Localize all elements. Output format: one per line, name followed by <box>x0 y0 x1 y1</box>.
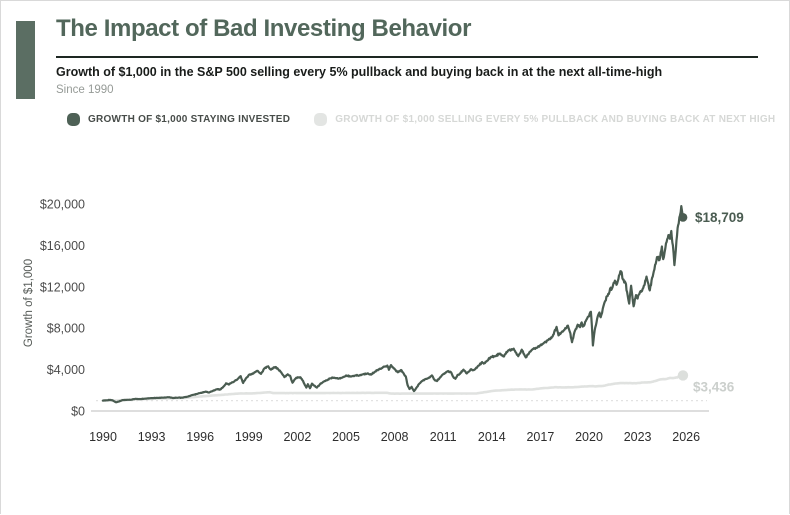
y-tick-label: $8,000 <box>47 322 85 336</box>
end-value-selling-pullback: $3,436 <box>693 379 735 394</box>
x-tick-label: 2005 <box>332 430 360 444</box>
chart-subtitle: Growth of $1,000 in the S&P 500 selling … <box>56 65 663 79</box>
series-line-staying-invested <box>101 205 685 404</box>
legend-label-selling-pullback: GROWTH OF $1,000 SELLING EVERY 5% PULLBA… <box>335 114 776 125</box>
x-tick-label: 2002 <box>283 430 311 444</box>
x-tick-label: 2017 <box>526 430 554 444</box>
y-tick-label: $12,000 <box>40 280 85 294</box>
legend-item-staying-invested: GROWTH OF $1,000 STAYING INVESTED <box>67 113 290 126</box>
legend-label-staying-invested: GROWTH OF $1,000 STAYING INVESTED <box>88 114 291 125</box>
series-line-selling-pullback <box>101 374 685 402</box>
x-tick-label: 2008 <box>381 430 409 444</box>
x-tick-label: 1999 <box>235 430 263 444</box>
legend-item-selling-pullback: GROWTH OF $1,000 SELLING EVERY 5% PULLBA… <box>314 113 775 126</box>
y-tick-label: $0 <box>71 405 85 419</box>
x-tick-label: 2023 <box>624 430 652 444</box>
legend-swatch-selling-pullback-icon <box>314 113 328 126</box>
accent-bar <box>16 21 35 99</box>
x-tick-label: 2026 <box>672 430 700 444</box>
y-tick-label: $16,000 <box>40 239 85 253</box>
y-tick-label: $4,000 <box>47 363 85 377</box>
x-tick-label: 2014 <box>478 430 506 444</box>
end-dot-staying-invested <box>678 212 688 222</box>
x-tick-label: 2020 <box>575 430 603 444</box>
y-tick-label: $20,000 <box>40 198 85 212</box>
end-dot-selling-pullback <box>677 370 689 381</box>
title-divider <box>56 56 758 58</box>
chart-timeframe: Since 1990 <box>56 84 114 96</box>
legend-swatch-staying-invested-icon <box>67 113 80 126</box>
x-tick-label: 1990 <box>89 430 117 444</box>
x-tick-label: 1996 <box>186 430 214 444</box>
page-title: The Impact of Bad Investing Behavior <box>56 15 472 42</box>
chart-legend: GROWTH OF $1,000 STAYING INVESTED GROWTH… <box>67 113 775 126</box>
end-value-staying-invested: $18,709 <box>695 210 744 225</box>
x-tick-label: 1993 <box>138 430 166 444</box>
x-tick-label: 2011 <box>430 430 457 444</box>
